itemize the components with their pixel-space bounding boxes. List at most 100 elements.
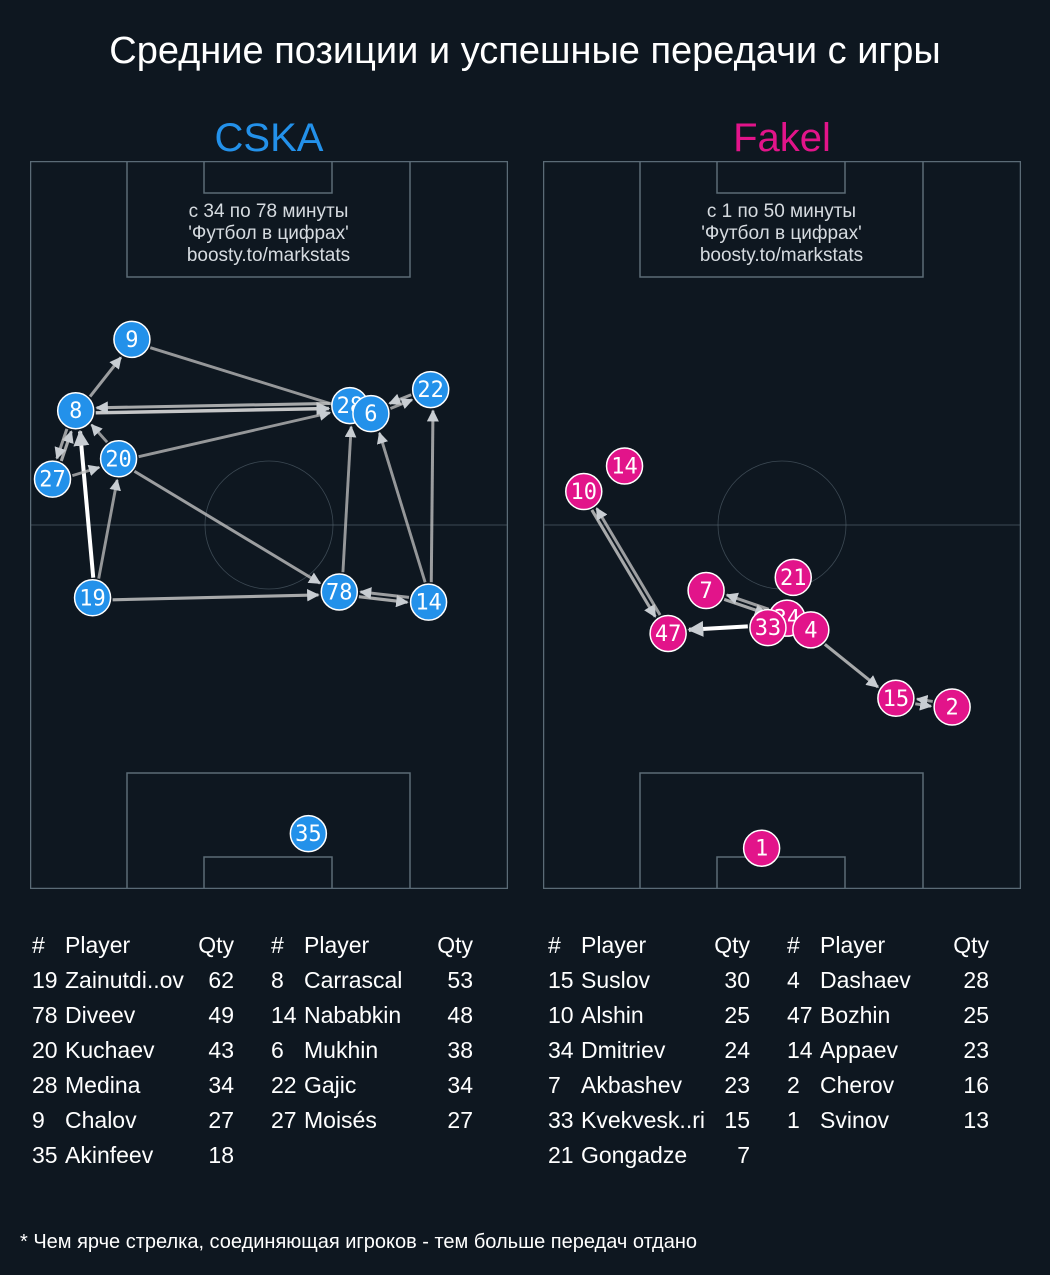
player-node-8[interactable]: 8: [56, 391, 95, 430]
player-node-14[interactable]: 14: [409, 583, 448, 621]
pass-arrow-27-to-8: [59, 430, 74, 462]
table-row: 19 Zainutdi..ov 62: [32, 963, 242, 998]
player-number-label: 21: [780, 566, 807, 591]
table-row: 47 Bozhin 25: [787, 998, 997, 1033]
team-name-away: Fakel: [733, 116, 831, 160]
player-node-19[interactable]: 19: [73, 579, 112, 617]
player-number: 34: [548, 1037, 574, 1063]
player-marker[interactable]: [933, 688, 971, 726]
pass-arrow-27-to-20: [71, 464, 101, 478]
player-number-label: 8: [69, 399, 82, 424]
player-qty: 23: [724, 1072, 750, 1098]
table-row: 10 Alshin 25: [548, 998, 758, 1033]
player-qty: 62: [208, 967, 234, 993]
caption-link[interactable]: boosty.to/markstats: [186, 245, 351, 266]
header-qty: Qty: [953, 932, 989, 958]
pass-arrow-2-to-15: [915, 694, 933, 707]
player-number: 4: [787, 967, 800, 993]
player-qty: 48: [447, 1002, 473, 1028]
player-marker[interactable]: [409, 583, 448, 621]
player-qty: 28: [963, 967, 989, 993]
player-qty: 27: [447, 1107, 473, 1133]
table-row: 20 Kuchaev 43: [32, 1033, 242, 1068]
player-number: 10: [548, 1002, 574, 1028]
player-node-7[interactable]: 7: [687, 571, 725, 610]
header-qty: Qty: [437, 932, 473, 958]
player-marker[interactable]: [320, 573, 359, 611]
player-number: 28: [32, 1072, 58, 1098]
pass-arrow-20-to-78: [133, 469, 322, 585]
header-player: Player: [65, 932, 131, 958]
six-yard-box-bottom: [203, 856, 333, 889]
player-node-20[interactable]: 20: [99, 440, 138, 478]
player-qty: 23: [963, 1037, 989, 1063]
table-row: 14 Appaev 23: [787, 1033, 997, 1068]
table-row: 33 Kvekvesk..ri 15: [548, 1103, 758, 1138]
player-marker[interactable]: [565, 472, 603, 511]
player-node-78[interactable]: 78: [320, 573, 359, 611]
player-node-10[interactable]: 10: [565, 472, 603, 511]
player-number: 22: [271, 1072, 297, 1098]
player-marker[interactable]: [742, 829, 781, 867]
player-marker[interactable]: [99, 440, 138, 478]
table-row: 28 Medina 34: [32, 1068, 242, 1103]
player-marker[interactable]: [792, 611, 830, 649]
table-row: 22 Gajic 34: [271, 1068, 481, 1103]
player-marker[interactable]: [352, 394, 390, 433]
player-marker[interactable]: [687, 571, 725, 610]
player-marker[interactable]: [649, 614, 687, 653]
player-marker[interactable]: [33, 460, 72, 498]
player-number: 9: [32, 1107, 45, 1133]
player-node-9[interactable]: 9: [113, 320, 151, 359]
player-name: Diveev: [65, 1002, 136, 1028]
center-circle: [204, 460, 334, 590]
pass-arrow-14-to-78: [359, 587, 410, 600]
player-marker[interactable]: [411, 370, 450, 409]
table-row: 9 Chalov 27: [32, 1103, 242, 1138]
player-node-27[interactable]: 27: [33, 460, 72, 498]
penalty-box-bottom: [126, 772, 411, 889]
player-number-label: 20: [105, 447, 132, 472]
player-marker[interactable]: [113, 320, 151, 359]
caption-source: 'Футбол в цифрах': [701, 223, 862, 244]
player-number: 2: [787, 1072, 800, 1098]
player-node-22[interactable]: 22: [411, 370, 450, 409]
caption-link[interactable]: boosty.to/markstats: [699, 245, 864, 266]
table-row: 8 Carrascal 53: [271, 963, 481, 998]
player-node-1[interactable]: 1: [742, 829, 781, 867]
player-marker[interactable]: [877, 679, 915, 718]
pass-arrow-19-to-20: [97, 478, 121, 579]
penalty-box-bottom: [639, 772, 924, 889]
header-player: Player: [304, 932, 370, 958]
player-node-14[interactable]: 14: [605, 447, 644, 485]
player-marker[interactable]: [774, 558, 812, 597]
player-marker[interactable]: [605, 447, 644, 485]
player-node-6[interactable]: 6: [352, 394, 390, 433]
player-marker[interactable]: [73, 579, 112, 617]
table-header-row: # Player Qty: [548, 928, 758, 963]
player-node-35[interactable]: 35: [289, 814, 328, 853]
player-node-4[interactable]: 4: [792, 611, 830, 649]
player-node-2[interactable]: 2: [933, 688, 971, 726]
player-node-21[interactable]: 21: [774, 558, 812, 597]
player-qty: 15: [724, 1107, 750, 1133]
player-marker[interactable]: [56, 391, 95, 430]
player-table-away-1: # Player Qty 15 Suslov 30 10 Alshin 25 34 Dmitriev…: [548, 928, 758, 1173]
player-number-label: 14: [415, 591, 442, 616]
player-name: Nababkin: [304, 1002, 402, 1028]
player-name: Dashaev: [820, 967, 911, 993]
player-name: Carrascal: [304, 967, 403, 993]
player-node-33[interactable]: 33: [749, 608, 787, 647]
player-marker[interactable]: [749, 608, 787, 647]
player-node-15[interactable]: 15: [877, 679, 915, 718]
pass-arrow-8-to-27: [54, 428, 69, 460]
table-row: 7 Akbashev 23: [548, 1068, 758, 1103]
pass-arrow-78-to-28: [341, 425, 357, 573]
player-qty: 49: [208, 1002, 234, 1028]
player-node-47[interactable]: 47: [649, 614, 687, 653]
page-title: Средние позиции и успешные передачи с иг…: [109, 30, 941, 72]
player-marker[interactable]: [289, 814, 328, 853]
player-number: 35: [32, 1142, 58, 1168]
pass-arrow-47-to-10: [595, 507, 662, 616]
